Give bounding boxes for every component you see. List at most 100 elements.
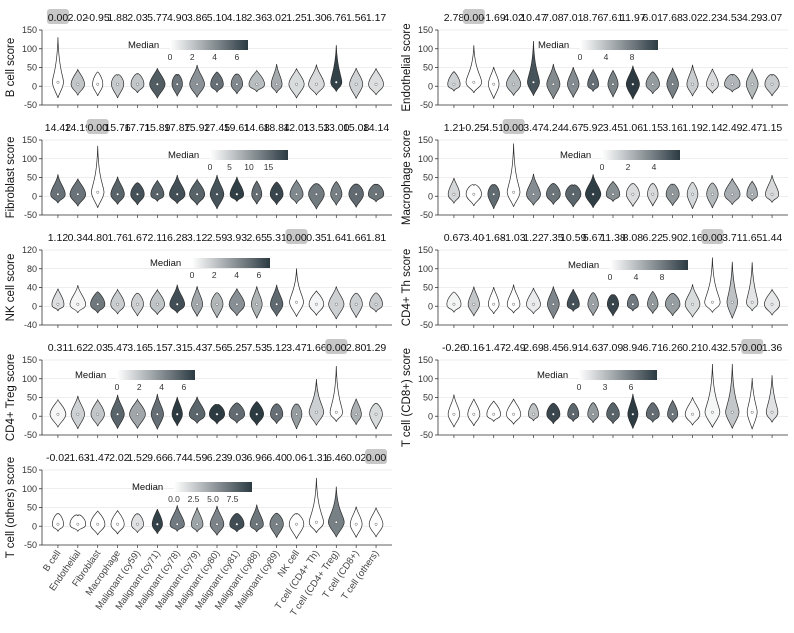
median-value: 15.89 — [144, 122, 170, 134]
violin — [726, 261, 738, 319]
legend-colorbar — [170, 40, 248, 50]
y-axis-label: CD4+ Th score — [401, 249, 413, 326]
median-dot — [631, 192, 635, 196]
median-value: 2.80 — [346, 342, 367, 354]
median-value: -2.49 — [502, 342, 526, 354]
violin — [368, 507, 384, 538]
median-dot — [235, 302, 239, 306]
median-value: 14.42 — [45, 122, 71, 134]
median-dot — [315, 192, 318, 196]
median-dot — [492, 412, 496, 416]
median-dot — [571, 82, 575, 86]
median-dot — [472, 302, 476, 306]
median-value: 8.08 — [623, 232, 644, 244]
median-dot — [334, 410, 338, 414]
violin — [567, 403, 580, 422]
violin — [150, 393, 164, 430]
median-dot — [116, 522, 119, 526]
y-tick-label: 100 — [418, 264, 433, 274]
median-dot — [611, 302, 615, 306]
violin — [704, 363, 721, 428]
violin — [349, 506, 363, 538]
median-value: 6.91 — [563, 342, 584, 354]
median-dot — [354, 412, 358, 416]
violin — [546, 63, 561, 100]
legend-tick-label: 4 — [212, 52, 217, 62]
median-value: 3.16 — [127, 342, 148, 354]
median-value: 8.94 — [623, 342, 644, 354]
median-value: 8.45 — [543, 342, 564, 354]
median-dot — [452, 302, 456, 306]
violin — [209, 505, 225, 536]
median-value: 2.03 — [127, 12, 148, 24]
median-dot — [611, 192, 615, 196]
median-value: 1.22 — [523, 232, 544, 244]
legend-tick-label: 4 — [652, 162, 657, 172]
median-value: 1.15 — [762, 122, 783, 134]
median-value: 0.21 — [682, 342, 703, 354]
median-value: -1.63 — [66, 452, 90, 464]
y-tick-label: -40 — [24, 320, 37, 330]
y-tick-label: 80 — [27, 264, 37, 274]
violin — [369, 403, 383, 430]
violin — [626, 293, 639, 312]
median-dot — [275, 412, 279, 416]
y-tick-label: 150 — [418, 25, 433, 35]
y-axis-label: NK cell score — [5, 254, 17, 322]
median-value: 0.00 — [87, 122, 108, 134]
median-value: 3.12 — [187, 232, 208, 244]
violin — [625, 65, 640, 100]
violin — [587, 402, 599, 423]
median-dot — [611, 82, 615, 86]
median-dot — [711, 192, 714, 196]
median-value: 7.61 — [603, 12, 624, 24]
median-dot — [691, 412, 694, 416]
violin — [270, 63, 283, 94]
violin — [526, 287, 541, 315]
median-value: 6.28 — [167, 232, 188, 244]
y-axis-label: B cell score — [5, 38, 17, 97]
median-dot — [512, 412, 515, 416]
violin — [763, 288, 781, 316]
median-value: 14.14 — [363, 122, 389, 134]
median-value: 9.03 — [227, 452, 248, 464]
legend-title: Median — [560, 150, 591, 161]
violin — [645, 402, 660, 423]
legend-tick-label: 0 — [578, 52, 583, 62]
violin — [110, 394, 125, 429]
median-value: 2.03 — [87, 342, 108, 354]
y-tick-label: -50 — [24, 540, 37, 550]
y-axis-label: Macrophage score — [401, 130, 413, 225]
y-axis-label: T cell (CD8+) score — [401, 348, 413, 447]
violin — [229, 513, 245, 533]
median-value: 2.69 — [523, 342, 544, 354]
y-axis-label: T cell (others) score — [5, 457, 17, 558]
median-value: 2.11 — [148, 232, 168, 244]
violin — [467, 286, 480, 317]
median-value: 4.53 — [722, 12, 743, 24]
median-dot — [532, 412, 535, 416]
violin — [111, 74, 125, 99]
y-tick-label: 0 — [32, 411, 37, 421]
median-dot — [155, 412, 159, 416]
violin — [70, 395, 85, 429]
y-tick-label: 150 — [22, 355, 37, 365]
y-tick-label: 0 — [428, 301, 433, 311]
median-value: 7.53 — [247, 342, 268, 354]
median-value: 5.43 — [187, 342, 208, 354]
median-dot — [175, 302, 179, 306]
median-dot — [96, 412, 100, 416]
median-dot — [155, 522, 159, 526]
legend-tick-label: 6 — [256, 270, 261, 280]
median-dot — [334, 520, 338, 524]
median-dot — [492, 82, 496, 86]
legend-title: Median — [150, 258, 181, 269]
y-axis-label: Fibroblast score — [5, 137, 17, 219]
median-value: 1.15 — [643, 122, 664, 134]
median-value: -1.47 — [86, 452, 110, 464]
violin — [585, 174, 602, 208]
median-dot — [631, 302, 635, 306]
violin — [605, 180, 621, 202]
median-value: 6.23 — [207, 452, 228, 464]
violin — [288, 513, 305, 539]
